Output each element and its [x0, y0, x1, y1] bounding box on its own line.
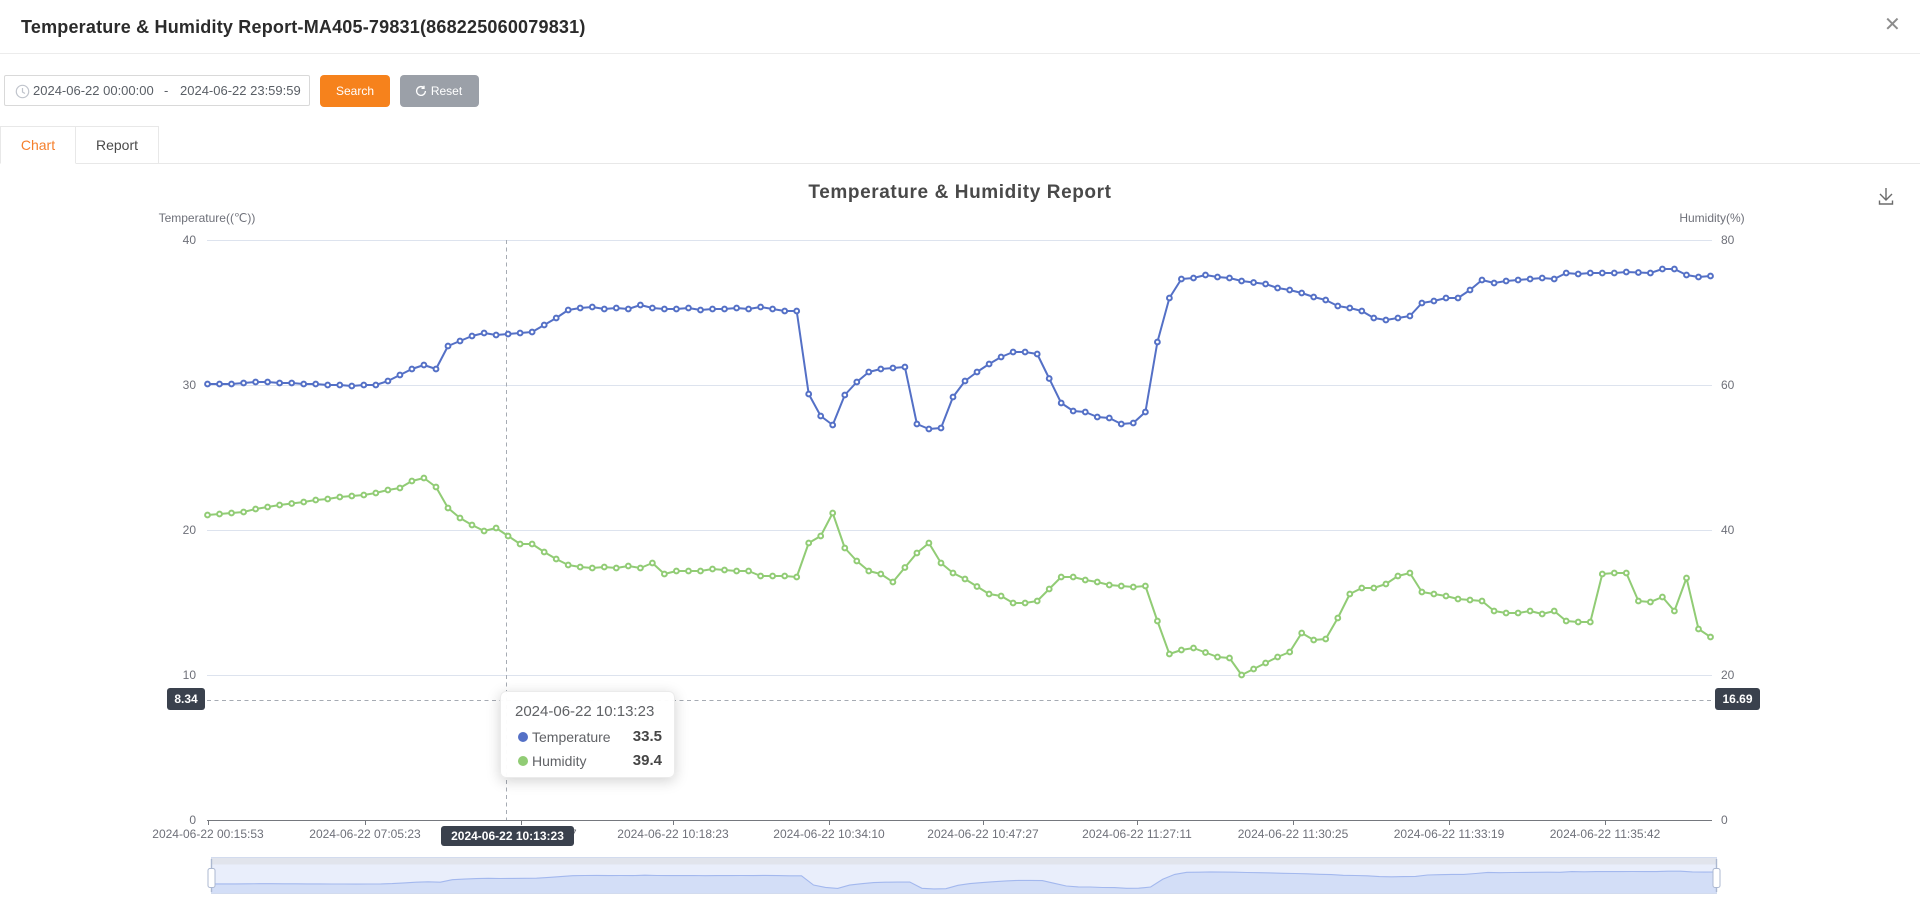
- svg-text:2024-06-22 00:15:53: 2024-06-22 00:15:53: [152, 827, 264, 841]
- svg-text:10: 10: [183, 668, 197, 682]
- svg-text:40: 40: [183, 233, 197, 247]
- svg-text:2024-06-22 11:35:42: 2024-06-22 11:35:42: [1550, 827, 1661, 841]
- svg-text:Humidity(%): Humidity(%): [1679, 211, 1744, 225]
- svg-text:0: 0: [1721, 813, 1728, 827]
- svg-text:60: 60: [1721, 378, 1735, 392]
- svg-text:80: 80: [1721, 233, 1735, 247]
- svg-text:2024-06-22 11:33:19: 2024-06-22 11:33:19: [1394, 827, 1505, 841]
- svg-text:40: 40: [1721, 523, 1735, 537]
- svg-text:2024-06-22 10:18:23: 2024-06-22 10:18:23: [617, 827, 729, 841]
- svg-text:Temperature & Humidity Report: Temperature & Humidity Report: [808, 182, 1111, 203]
- svg-text:2024-06-22 11:30:25: 2024-06-22 11:30:25: [1238, 827, 1349, 841]
- svg-text:20: 20: [183, 523, 197, 537]
- svg-text:2024-06-22 10:47:27: 2024-06-22 10:47:27: [927, 827, 1039, 841]
- svg-text:Temperature((℃)): Temperature((℃)): [159, 211, 256, 225]
- svg-text:30: 30: [183, 378, 197, 392]
- svg-text:2024-06-22 10:34:10: 2024-06-22 10:34:10: [773, 827, 885, 841]
- svg-text:0: 0: [189, 813, 196, 827]
- svg-text:2024-06-22 11:27:11: 2024-06-22 11:27:11: [1082, 827, 1192, 841]
- svg-text:20: 20: [1721, 668, 1735, 682]
- svg-text:2024-06-22 07:05:23: 2024-06-22 07:05:23: [309, 827, 421, 841]
